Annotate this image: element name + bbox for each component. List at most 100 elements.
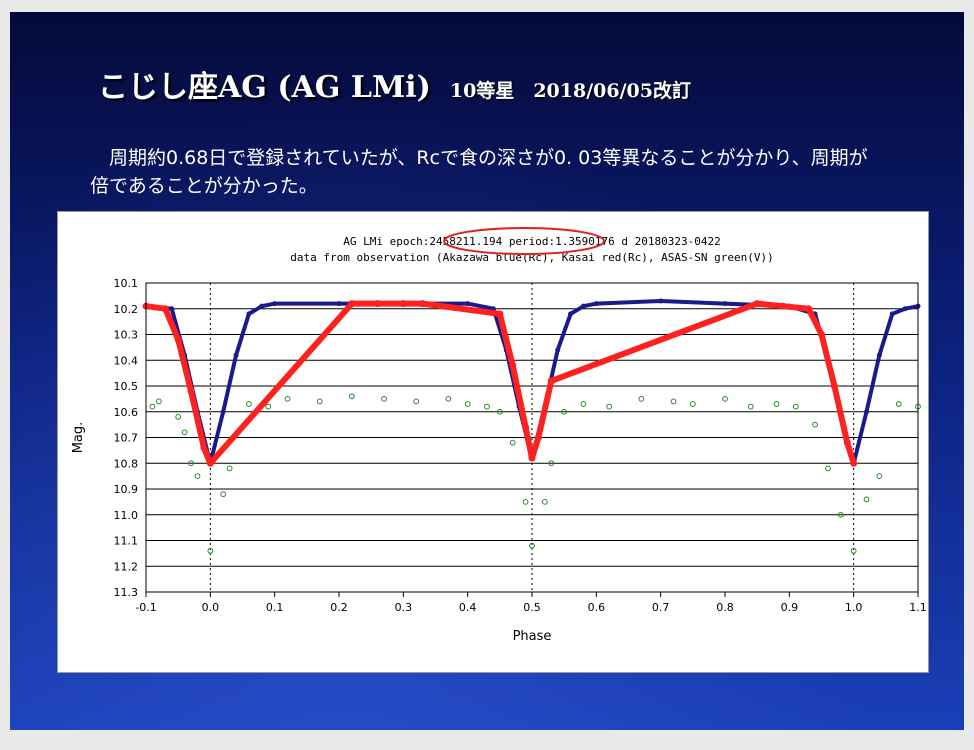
data-point [419, 300, 427, 308]
data-point [895, 401, 902, 407]
data-point [805, 305, 813, 313]
y-tick-label: 10.4 [114, 354, 139, 367]
data-point [843, 439, 851, 447]
light-curve-chart: 10.1 10.2 10.3 10.4 10.5 10.6 10.7 10.8 10.9 11.0… [71, 227, 927, 644]
data-point [233, 352, 239, 358]
slide-background: こじし座AG (AG LMi) 10等星 2018/06/05改訂 周期約0.6… [10, 12, 964, 730]
slide-title-main: こじし座AG (AG LMi) [98, 70, 431, 105]
data-point [534, 434, 542, 441]
data-point [496, 310, 504, 318]
x-tick-label: 0.5 [523, 601, 541, 614]
data-point [181, 429, 188, 436]
slide-body-text: 周期約0.68日で登録されていたが、Rcで食の深さが0. 03等異なることが分か… [90, 147, 868, 197]
y-tick-label: 10.5 [114, 380, 139, 393]
data-point [175, 414, 182, 420]
data-point [348, 300, 356, 308]
data-point [522, 423, 530, 431]
data-point [445, 395, 452, 402]
data-point [246, 401, 252, 407]
data-point [580, 303, 586, 309]
data-point [747, 403, 754, 410]
x-tick-label: 0.9 [781, 601, 799, 614]
y-tick-label: 11.3 [114, 586, 139, 599]
data-point [413, 398, 420, 405]
x-tick-label: 0.1 [266, 601, 284, 614]
series-2 [149, 393, 921, 554]
data-point [149, 403, 156, 410]
data-point [206, 459, 214, 467]
x-tick-label: 0.0 [202, 601, 220, 614]
data-point [837, 511, 844, 518]
data-point [194, 473, 201, 480]
x-tick-label: 0.8 [716, 601, 734, 614]
data-point [207, 547, 214, 554]
slide-title: こじし座AG (AG LMi) 10等星 2018/06/05改訂 [98, 62, 691, 112]
data-point [548, 460, 555, 467]
y-tick-label: 10.1 [114, 277, 139, 290]
data-point [316, 398, 323, 405]
data-point [638, 395, 645, 402]
series-1 [142, 300, 858, 467]
data-point [465, 301, 471, 307]
data-point [284, 395, 291, 402]
data-point [259, 303, 265, 309]
y-tick-label: 10.2 [114, 303, 139, 316]
slide-title-sub: 10等星 2018/06/05改訂 [449, 80, 691, 102]
chart-title-line1: AG LMi epoch:2458211.194 period:1.359017… [343, 235, 721, 248]
data-point [348, 393, 355, 400]
data-point [336, 301, 342, 307]
data-point [561, 408, 568, 415]
data-point [509, 361, 517, 369]
data-point [226, 465, 233, 472]
x-tick-label: 0.7 [652, 601, 670, 614]
data-point [496, 408, 503, 415]
data-point [399, 300, 407, 308]
data-point [876, 473, 883, 480]
x-tick-label: 0.3 [395, 601, 413, 614]
x-tick-label: -0.1 [135, 601, 156, 614]
data-point [580, 401, 587, 407]
data-point [779, 302, 787, 310]
y-tick-label: 10.9 [114, 483, 139, 496]
x-tick-label: 0.4 [459, 601, 477, 614]
data-point [812, 421, 818, 428]
data-point [689, 401, 696, 407]
x-tick-label: 1.1 [909, 601, 927, 614]
y-axis-label: Mag. [71, 422, 86, 454]
data-point [174, 336, 182, 344]
data-point [265, 403, 272, 410]
data-point [722, 301, 728, 307]
data-point [529, 542, 535, 549]
y-tick-label: 10.7 [114, 432, 139, 445]
data-point [818, 331, 825, 338]
data-point [825, 465, 831, 472]
data-point [161, 305, 169, 313]
data-point [670, 398, 677, 405]
data-point [902, 306, 908, 312]
data-point [547, 377, 555, 385]
data-point [246, 311, 252, 317]
data-point [792, 403, 799, 410]
data-point [876, 352, 882, 358]
data-point [753, 300, 761, 308]
data-point [381, 395, 387, 402]
data-point [169, 306, 175, 312]
data-point [658, 298, 664, 304]
x-axis-label: Phase [513, 629, 552, 644]
data-point [864, 409, 870, 415]
data-point [528, 454, 536, 462]
data-point [188, 460, 194, 467]
y-tick-label: 10.3 [114, 329, 139, 342]
data-point [220, 491, 227, 498]
data-point [889, 311, 895, 317]
data-point [863, 496, 870, 503]
x-tick-label: 0.2 [330, 601, 348, 614]
data-point [484, 403, 490, 410]
chart-title-line2: data from observation (Akazawa blue(Rc),… [290, 251, 773, 264]
chart-tick-labels: 10.1 10.2 10.3 10.4 10.5 10.6 10.7 10.8 10.9 11.0… [114, 277, 927, 614]
y-tick-label: 11.0 [114, 509, 139, 522]
chart-phase-markers [209, 283, 855, 592]
data-point [220, 409, 226, 415]
data-point [541, 498, 548, 505]
y-tick-label: 11.2 [114, 560, 139, 573]
